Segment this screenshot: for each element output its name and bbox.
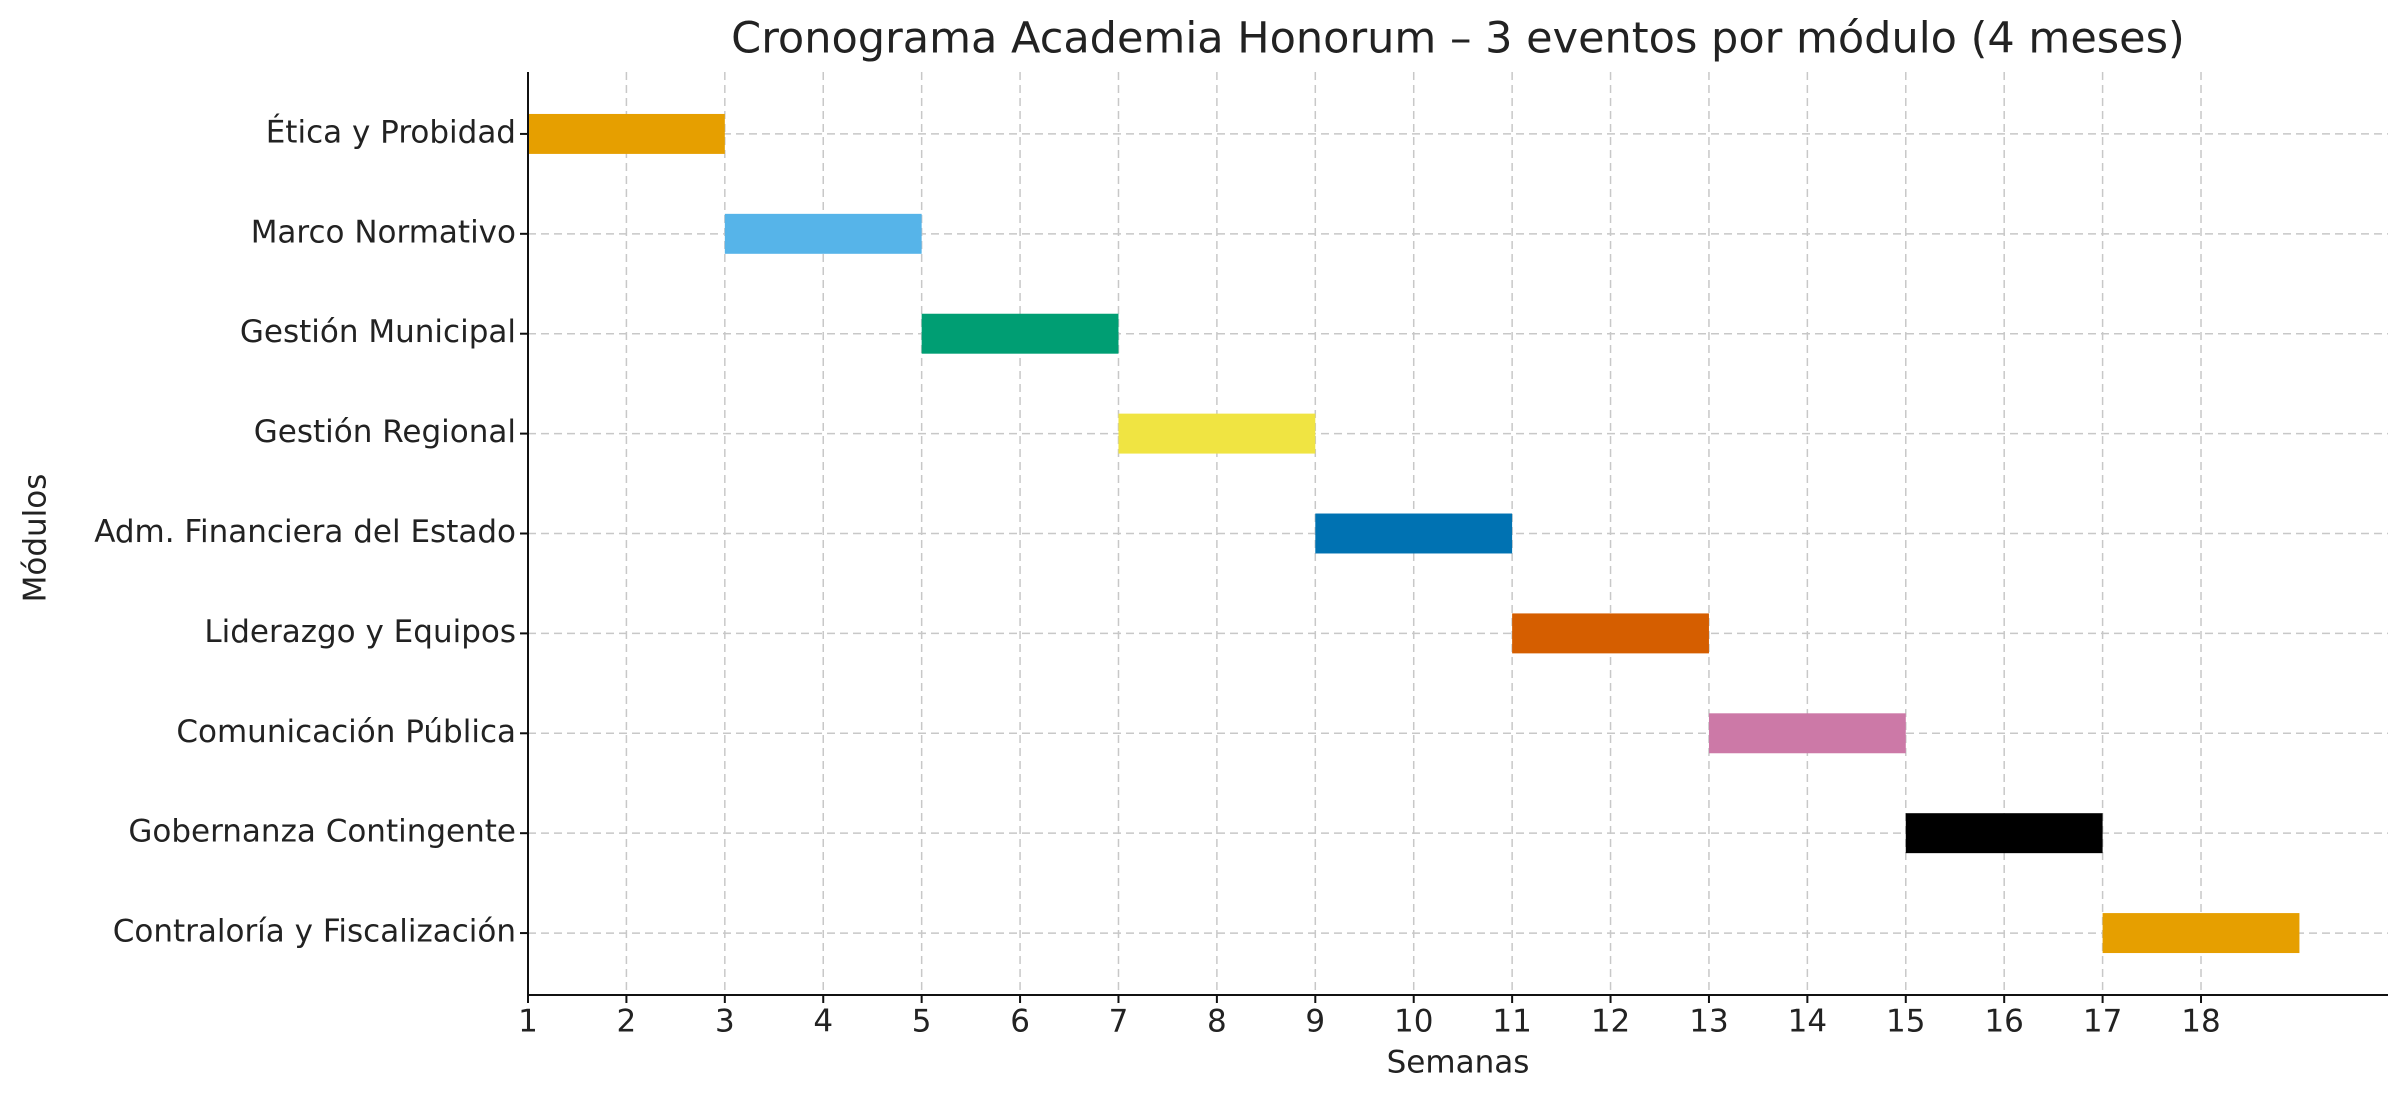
bar	[1118, 413, 1316, 454]
x-tick-label: 2	[617, 1004, 637, 1040]
chart-title: Cronograma Academia Honorum – 3 eventos …	[731, 14, 2185, 64]
x-axis-label: Semanas	[1387, 1045, 1530, 1081]
y-tick-label: Comunicación Pública	[176, 714, 516, 750]
bar	[528, 113, 725, 154]
bar	[921, 313, 1119, 354]
bar	[1512, 613, 1709, 654]
x-tick-label: 1	[518, 1004, 538, 1040]
y-tick-label: Gobernanza Contingente	[128, 814, 516, 850]
x-tick-label: 15	[1886, 1004, 1925, 1040]
y-tick-label: Gestión Municipal	[240, 314, 516, 350]
x-tick-label: 7	[1109, 1004, 1129, 1040]
y-tick-label: Ética y Probidad	[266, 114, 516, 150]
bar	[1708, 713, 1906, 754]
x-tick-label: 12	[1591, 1004, 1630, 1040]
y-tick-label: Contraloría y Fiscalización	[113, 914, 516, 950]
bar	[1905, 813, 2103, 854]
x-tick-label: 5	[912, 1004, 932, 1040]
bar	[724, 213, 922, 254]
x-tick-label: 9	[1305, 1004, 1325, 1040]
bar	[1315, 513, 1513, 554]
y-tick-label: Liderazgo y Equipos	[204, 614, 516, 650]
x-tick-label: 16	[1984, 1004, 2023, 1040]
y-tick-label: Marco Normativo	[251, 214, 516, 250]
x-tick-label: 4	[813, 1004, 833, 1040]
bar	[2102, 913, 2300, 954]
x-tick-label: 13	[1689, 1004, 1728, 1040]
y-tick-label: Gestión Regional	[254, 414, 516, 450]
x-tick-label: 18	[2181, 1004, 2220, 1040]
x-tick-label: 8	[1207, 1004, 1227, 1040]
x-tick-label: 10	[1394, 1004, 1433, 1040]
x-tick-label: 17	[2083, 1004, 2122, 1040]
x-tick-label: 3	[715, 1004, 735, 1040]
x-tick-label: 14	[1788, 1004, 1827, 1040]
y-axis-label: Módulos	[18, 474, 54, 603]
x-tick-label: 11	[1492, 1004, 1531, 1040]
y-tick-label: Adm. Financiera del Estado	[94, 514, 516, 550]
x-tick-label: 6	[1010, 1004, 1030, 1040]
